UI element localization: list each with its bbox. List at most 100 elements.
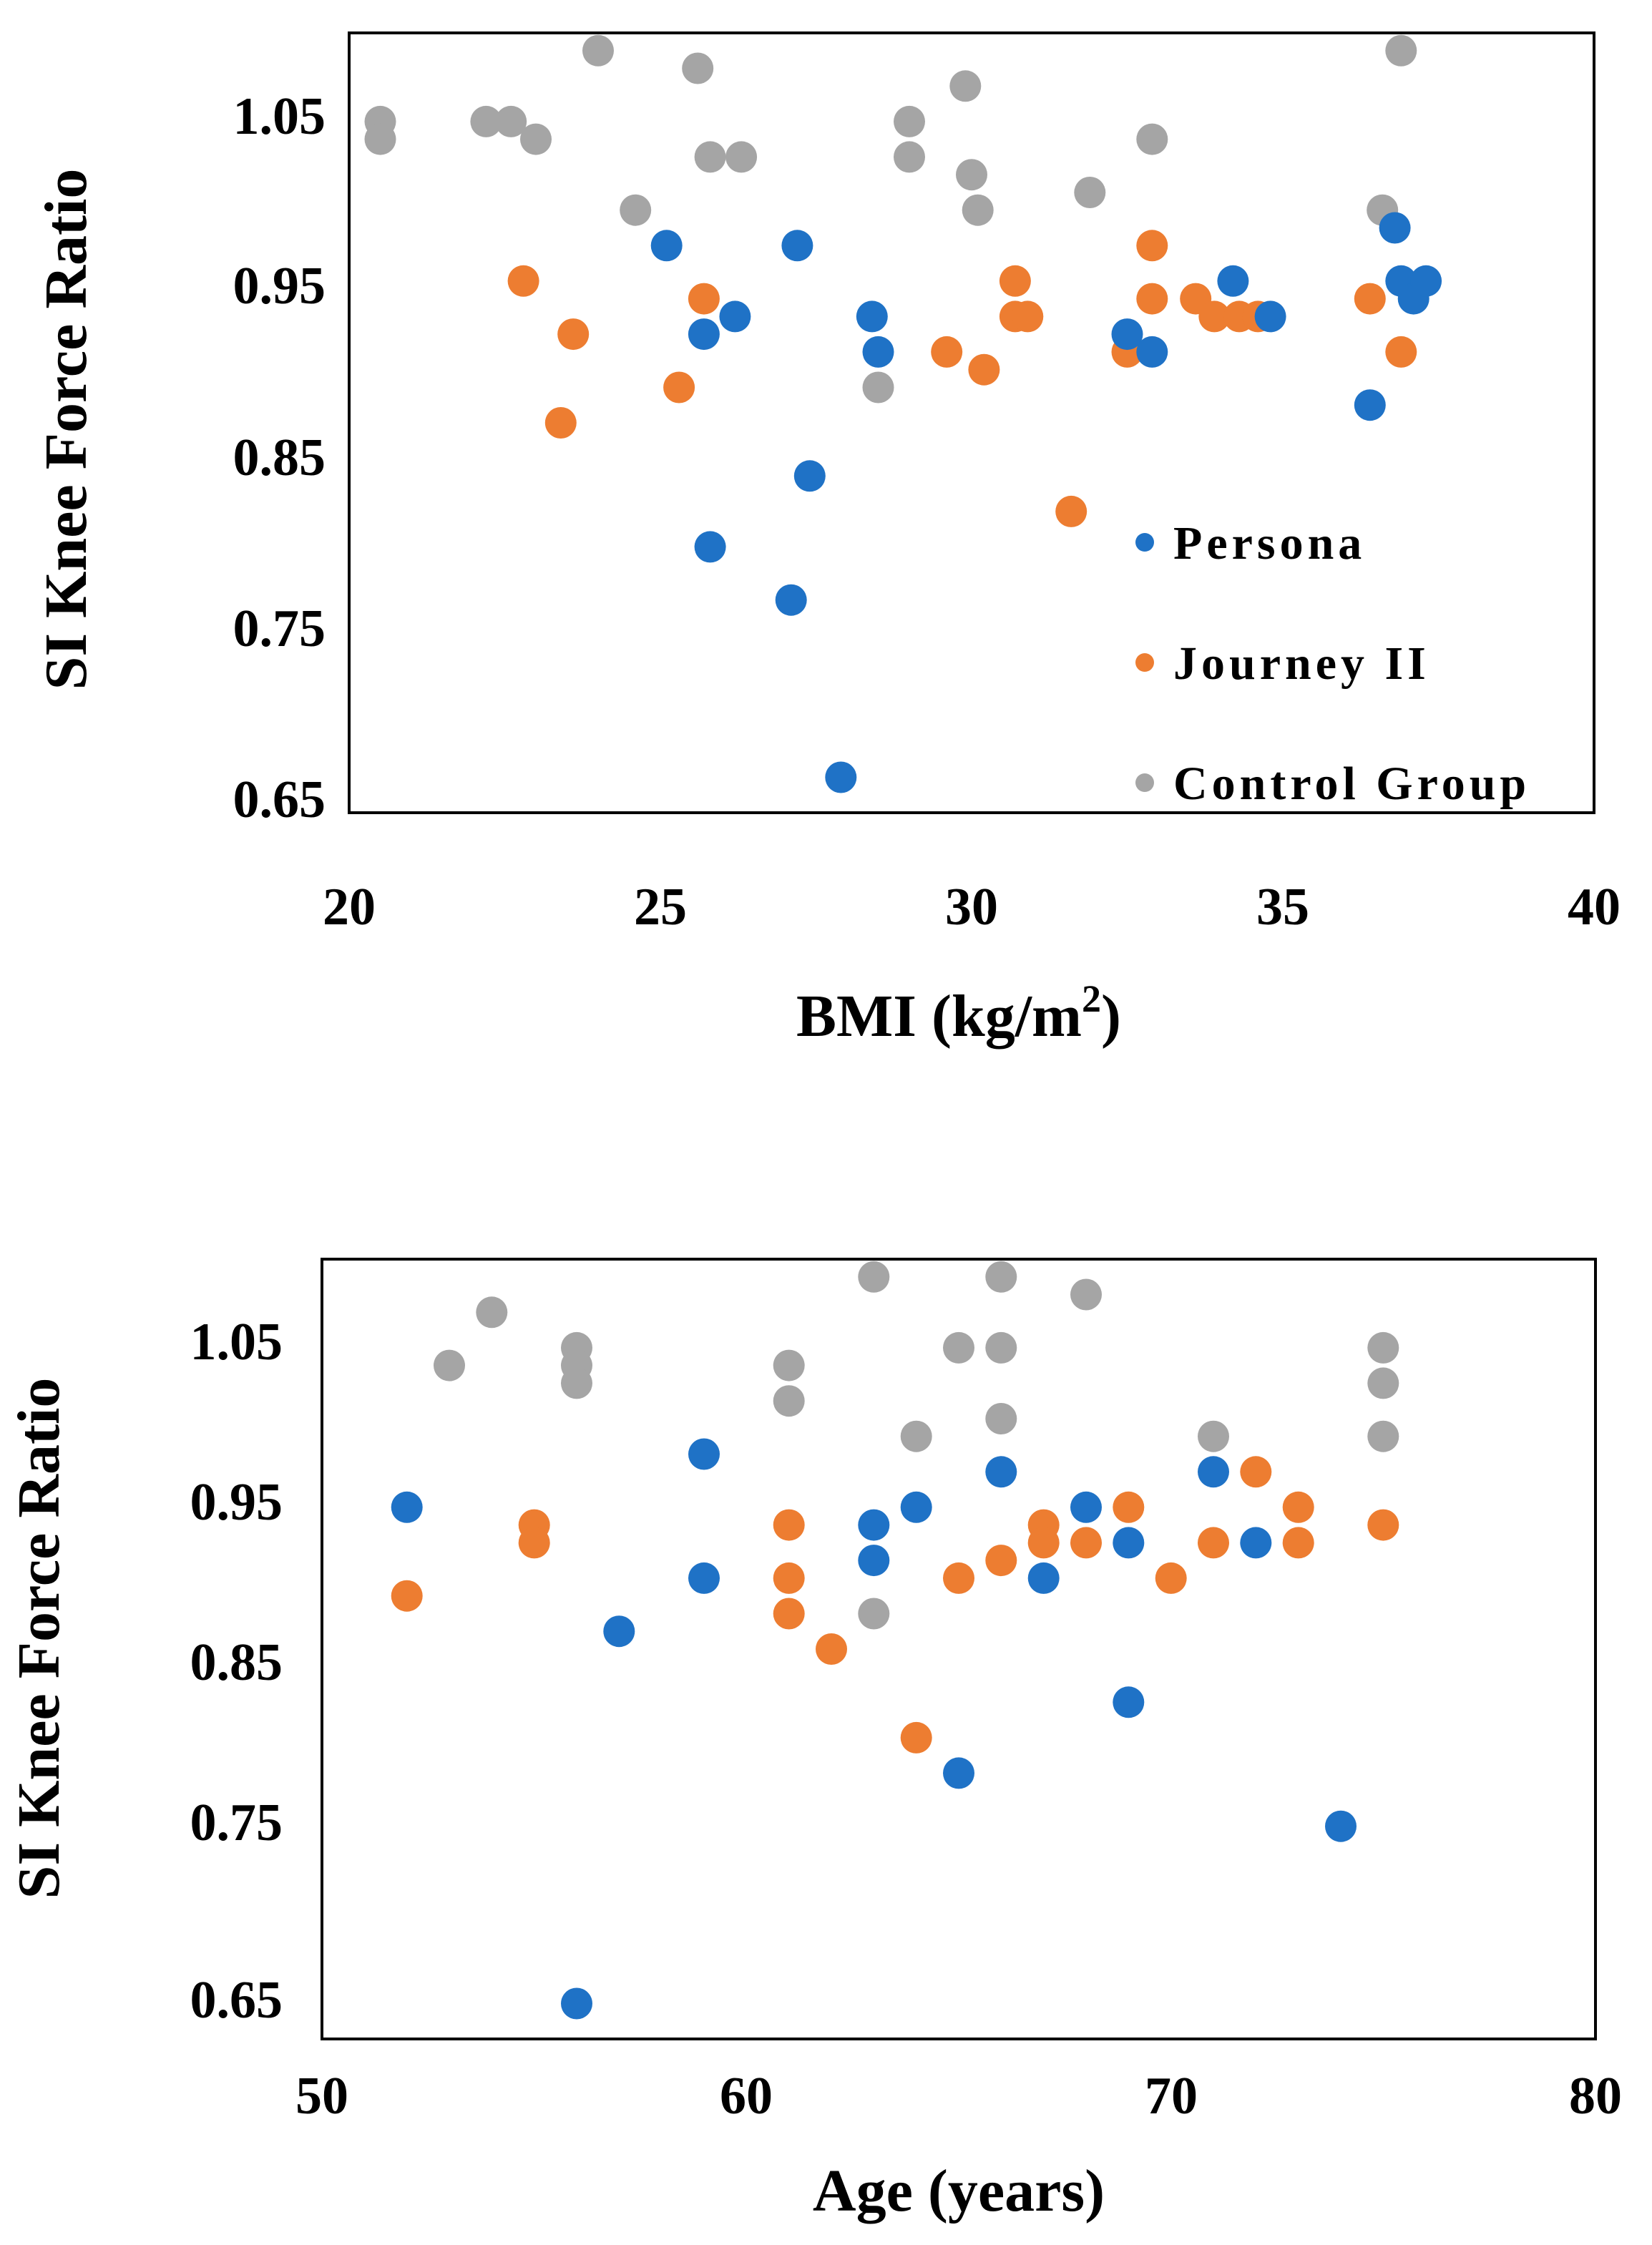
legend-item-journey-ii: Journey II [1135, 637, 1430, 690]
age-y-axis-title: SI Knee Force Ratio [6, 1378, 72, 1899]
bmi-point-persona [650, 230, 683, 262]
age-point-journey-ii [773, 1562, 805, 1594]
age-point-persona [943, 1757, 974, 1789]
age-point-persona [603, 1615, 635, 1648]
bmi-point-control-group [364, 123, 396, 155]
bmi-point-control-group [1136, 123, 1168, 155]
bmi-point-persona [694, 531, 726, 563]
age-point-control-group [858, 1261, 890, 1293]
bmi-point-journey-ii [1012, 300, 1044, 333]
age-point-journey-ii [773, 1598, 805, 1630]
age-point-journey-ii [1367, 1509, 1399, 1541]
bmi-point-persona [1379, 212, 1411, 244]
legend-marker-persona [1135, 533, 1154, 552]
bmi-point-journey-ii [663, 371, 695, 403]
bmi-point-persona [793, 460, 826, 492]
bmi-point-persona [688, 318, 720, 351]
bmi-point-persona [1254, 300, 1286, 333]
age-x-tick-label: 70 [1145, 2067, 1198, 2126]
age-point-control-group [900, 1420, 932, 1452]
age-point-journey-ii [518, 1527, 550, 1559]
age-point-persona [1113, 1527, 1145, 1559]
legend-marker-journey-ii [1135, 653, 1154, 672]
age-point-control-group [985, 1261, 1017, 1293]
bmi-y-tick-label: 0.85 [233, 429, 326, 487]
bmi-point-journey-ii [1354, 283, 1386, 315]
age-y-tick-label: 0.75 [190, 1794, 283, 1852]
age-point-control-group [773, 1385, 805, 1417]
age-y-tick-label: 0.85 [190, 1633, 283, 1692]
age-point-journey-ii [1070, 1527, 1102, 1559]
legend-label-journey-ii: Journey II [1173, 637, 1430, 690]
bmi-point-journey-ii [968, 353, 1000, 386]
bmi-point-control-group [694, 141, 726, 173]
age-point-control-group [1367, 1420, 1399, 1452]
bmi-y-tick-label: 0.75 [233, 600, 326, 658]
age-y-tick-label: 1.05 [190, 1313, 283, 1371]
bmi-y-tick-labels: 1.05 0.95 0.85 0.75 0.65 [233, 87, 326, 829]
bmi-point-control-group [520, 123, 552, 155]
bmi-point-journey-ii [931, 336, 963, 368]
bmi-point-control-group [495, 105, 527, 137]
bmi-point-persona [719, 300, 751, 333]
bmi-point-persona [1354, 389, 1386, 421]
age-point-persona [1325, 1810, 1357, 1842]
bmi-point-control-group [470, 105, 502, 137]
age-point-control-group [1198, 1420, 1229, 1452]
age-point-control-group [476, 1296, 508, 1329]
legend-marker-control-group [1135, 773, 1154, 792]
age-point-control-group [858, 1598, 890, 1630]
age-point-journey-ii [773, 1509, 805, 1541]
age-point-journey-ii [1155, 1562, 1187, 1594]
age-x-tick-label: 80 [1569, 2067, 1622, 2126]
age-y-tick-label: 0.65 [190, 1971, 283, 2030]
age-point-journey-ii [1240, 1456, 1272, 1488]
bmi-x-tick-labels: 20 25 30 35 40 [323, 878, 1621, 936]
bmi-x-tick-label: 30 [945, 878, 998, 936]
bmi-point-journey-ii [557, 318, 590, 351]
age-point-journey-ii [1198, 1527, 1229, 1559]
age-point-persona [688, 1438, 720, 1470]
legend-label-control-group: Control Group [1173, 758, 1530, 810]
age-point-control-group [434, 1349, 465, 1381]
age-point-control-group [943, 1331, 974, 1364]
bmi-point-journey-ii [1385, 336, 1417, 368]
bmi-point-persona [775, 584, 807, 616]
legend-item-persona: Persona [1135, 517, 1362, 569]
bmi-x-axis-title: BMI (kg/m2) [796, 977, 1121, 1050]
age-point-journey-ii [1027, 1527, 1060, 1559]
age-point-persona [561, 1987, 592, 2020]
age-point-journey-ii [900, 1721, 932, 1754]
bmi-point-persona [825, 761, 857, 793]
age-point-control-group [985, 1403, 1017, 1434]
bmi-plot-area [348, 31, 1595, 814]
bmi-scatter-chart: 1.05 0.95 0.85 0.75 0.65 20 25 30 35 40 … [33, 31, 1621, 1050]
age-point-persona [1070, 1491, 1102, 1523]
age-point-persona [858, 1545, 890, 1577]
age-point-persona [1240, 1527, 1272, 1559]
age-point-control-group [773, 1349, 805, 1381]
bmi-point-control-group [1074, 177, 1106, 208]
bmi-x-tick-label: 40 [1568, 878, 1621, 936]
bmi-point-control-group [682, 52, 714, 84]
age-point-control-group [561, 1367, 592, 1399]
bmi-point-control-group [962, 194, 994, 226]
bmi-point-persona [1136, 336, 1168, 368]
age-point-journey-ii [1282, 1527, 1314, 1559]
age-scatter-chart: 1.05 0.95 0.85 0.75 0.65 50 60 70 80 Age… [6, 1258, 1622, 2224]
bmi-point-control-group [1385, 34, 1417, 67]
bmi-point-persona [781, 230, 813, 262]
bmi-point-control-group [894, 141, 925, 173]
bmi-point-journey-ii [1136, 283, 1168, 315]
bmi-y-axis-title: SI Knee Force Ratio [33, 169, 99, 690]
bmi-point-control-group [894, 105, 925, 137]
age-plot-area [321, 1258, 1597, 2040]
age-point-journey-ii [816, 1633, 847, 1665]
age-point-persona [688, 1562, 720, 1594]
bmi-point-persona [862, 336, 894, 368]
age-point-persona [900, 1491, 932, 1523]
bmi-point-journey-ii [1055, 495, 1088, 527]
age-point-journey-ii [1282, 1491, 1314, 1523]
bmi-x-tick-label: 25 [634, 878, 687, 936]
